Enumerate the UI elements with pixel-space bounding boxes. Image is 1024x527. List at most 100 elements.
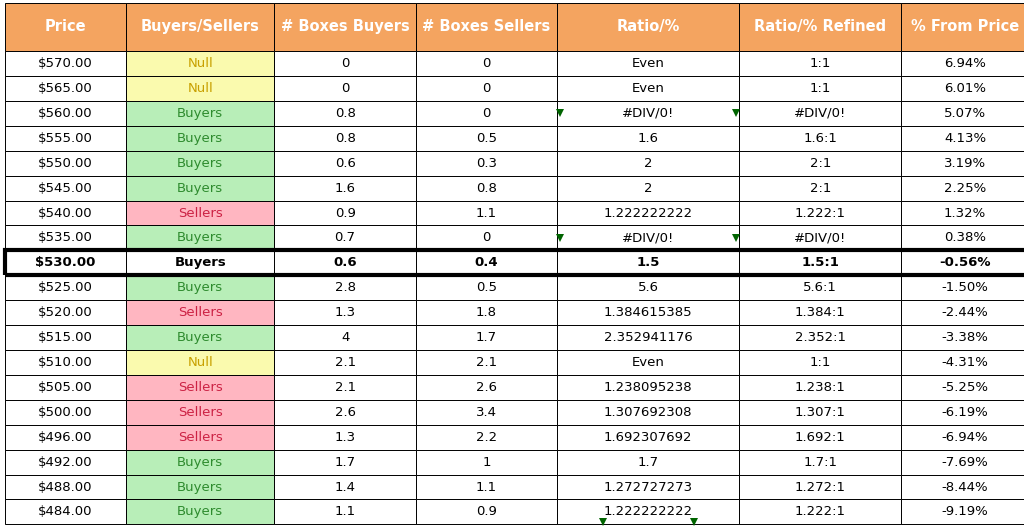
Text: 1.272727273: 1.272727273 xyxy=(603,481,693,493)
Bar xyxy=(5,226,126,250)
Text: 4: 4 xyxy=(341,331,349,344)
Bar xyxy=(557,151,739,175)
Bar xyxy=(557,3,739,51)
Text: 1.307692308: 1.307692308 xyxy=(604,406,692,419)
Text: # Boxes Buyers: # Boxes Buyers xyxy=(281,19,410,34)
Text: Even: Even xyxy=(632,57,665,70)
Text: 2.1: 2.1 xyxy=(476,356,497,369)
Text: 0.3: 0.3 xyxy=(476,157,497,170)
Text: 1.238095238: 1.238095238 xyxy=(604,381,692,394)
Text: 0.6: 0.6 xyxy=(333,256,357,269)
Text: 1:1: 1:1 xyxy=(810,356,830,369)
Bar xyxy=(416,226,557,250)
Text: 0.38%: 0.38% xyxy=(944,231,986,245)
Bar xyxy=(274,101,416,126)
Bar xyxy=(5,3,126,51)
Text: 4.13%: 4.13% xyxy=(944,132,986,145)
Bar xyxy=(5,151,126,175)
Text: #DIV/0!: #DIV/0! xyxy=(622,231,675,245)
Text: Buyers: Buyers xyxy=(177,481,223,493)
Bar xyxy=(5,51,126,76)
Text: $535.00: $535.00 xyxy=(38,231,93,245)
Bar xyxy=(739,300,901,325)
Bar xyxy=(416,474,557,500)
Text: -2.44%: -2.44% xyxy=(942,306,988,319)
Bar xyxy=(416,151,557,175)
Bar xyxy=(901,151,1024,175)
Text: -1.50%: -1.50% xyxy=(942,281,988,294)
Bar xyxy=(557,51,739,76)
Text: 2:1: 2:1 xyxy=(810,182,830,194)
Text: Buyers: Buyers xyxy=(177,281,223,294)
Text: -6.19%: -6.19% xyxy=(942,406,988,419)
Bar xyxy=(557,300,739,325)
Bar xyxy=(274,201,416,226)
Text: 1.8: 1.8 xyxy=(476,306,497,319)
Bar xyxy=(126,275,274,300)
Text: $570.00: $570.00 xyxy=(38,57,93,70)
Bar xyxy=(557,275,739,300)
Text: 1.7: 1.7 xyxy=(335,456,355,469)
Bar xyxy=(739,425,901,450)
Bar xyxy=(416,51,557,76)
Bar xyxy=(126,151,274,175)
Bar xyxy=(739,350,901,375)
Text: Buyers: Buyers xyxy=(177,182,223,194)
Bar xyxy=(274,400,416,425)
Text: 3.19%: 3.19% xyxy=(944,157,986,170)
Bar xyxy=(416,201,557,226)
Text: Price: Price xyxy=(45,19,86,34)
Bar xyxy=(416,375,557,400)
Bar xyxy=(739,500,901,524)
Text: 0: 0 xyxy=(341,57,349,70)
Text: 0.8: 0.8 xyxy=(335,107,355,120)
Text: $540.00: $540.00 xyxy=(38,207,93,220)
Text: Buyers: Buyers xyxy=(177,231,223,245)
Bar xyxy=(557,375,739,400)
Bar xyxy=(901,201,1024,226)
Text: Sellers: Sellers xyxy=(178,381,222,394)
Bar xyxy=(126,425,274,450)
Text: 1.307:1: 1.307:1 xyxy=(795,406,846,419)
Bar xyxy=(901,101,1024,126)
Text: $565.00: $565.00 xyxy=(38,82,93,95)
Bar xyxy=(274,425,416,450)
Text: 0.4: 0.4 xyxy=(474,256,499,269)
Bar xyxy=(126,175,274,201)
Bar xyxy=(5,76,126,101)
Text: 2.2: 2.2 xyxy=(476,431,497,444)
Text: 1.7:1: 1.7:1 xyxy=(803,456,838,469)
Text: -8.44%: -8.44% xyxy=(942,481,988,493)
Bar xyxy=(5,175,126,201)
Bar xyxy=(557,500,739,524)
Bar xyxy=(901,350,1024,375)
Bar xyxy=(416,126,557,151)
Bar xyxy=(274,474,416,500)
Bar xyxy=(274,250,416,275)
Bar xyxy=(126,51,274,76)
Bar xyxy=(557,201,739,226)
Text: 0.7: 0.7 xyxy=(335,231,355,245)
Bar xyxy=(274,450,416,474)
Bar xyxy=(126,325,274,350)
Bar xyxy=(901,325,1024,350)
Text: Buyers: Buyers xyxy=(177,157,223,170)
Text: -3.38%: -3.38% xyxy=(942,331,988,344)
Text: 1.6: 1.6 xyxy=(335,182,355,194)
Text: 0.9: 0.9 xyxy=(476,505,497,519)
Bar xyxy=(416,500,557,524)
Text: 1.1: 1.1 xyxy=(476,207,497,220)
Text: Sellers: Sellers xyxy=(178,406,222,419)
Bar xyxy=(126,101,274,126)
Bar xyxy=(557,250,739,275)
Text: Even: Even xyxy=(632,356,665,369)
Text: 1.692:1: 1.692:1 xyxy=(795,431,846,444)
Text: Ratio/% Refined: Ratio/% Refined xyxy=(754,19,887,34)
Bar xyxy=(416,3,557,51)
Text: 1.5:1: 1.5:1 xyxy=(802,256,839,269)
Text: 2.8: 2.8 xyxy=(335,281,355,294)
Bar xyxy=(5,325,126,350)
Bar xyxy=(901,375,1024,400)
Bar xyxy=(126,201,274,226)
Text: Buyers: Buyers xyxy=(177,107,223,120)
